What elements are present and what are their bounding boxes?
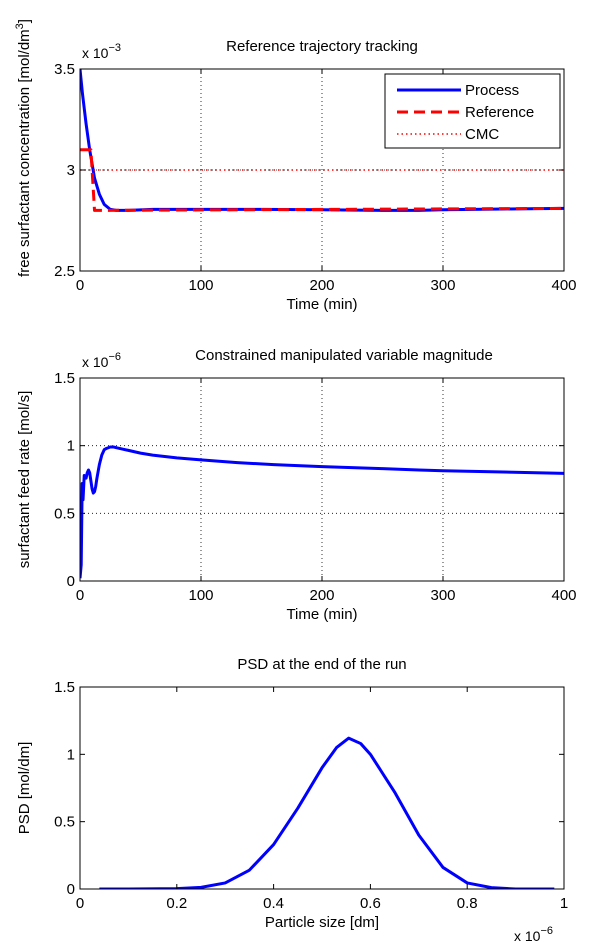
bot-plot-area — [79, 686, 565, 890]
top-xtick-label-1: 100 — [188, 277, 213, 294]
mid-y-multiplier-base: x 10 — [82, 354, 109, 370]
bot-title: PSD at the end of the run — [237, 656, 406, 673]
mid-xtick-label-4: 400 — [551, 587, 576, 604]
bot-series-0 — [99, 736, 555, 889]
bot-ylabel-main: PSD [mol/dm] — [16, 742, 33, 835]
top-ylabel-main: free surfactant concentration [mol/dm — [16, 29, 33, 277]
mid-ytick-label-0: 0 — [67, 573, 75, 590]
top-xlabel: Time (min) — [286, 296, 357, 313]
mid-series-0 — [80, 445, 564, 579]
top-ytick-label-2: 3.5 — [54, 61, 75, 78]
top-ylabel-sup: 3 — [14, 23, 26, 29]
bot-ytick-label-2: 1 — [67, 746, 75, 763]
top-legend-label-2: CMC — [465, 126, 499, 143]
mid-title: Constrained manipulated variable magnitu… — [195, 347, 493, 364]
top-y-multiplier-base: x 10 — [82, 45, 109, 61]
bot-ytick-label-1: 0.5 — [54, 814, 75, 831]
bot-xtick-label-0: 0 — [76, 895, 84, 912]
chart-bottom: 0 0.2 0.4 0.6 0.8 1 0 0.5 1 1.5 PSD at the end of … — [16, 656, 568, 944]
bot-xtick-label-1: 0.2 — [166, 895, 187, 912]
top-ytick-label-0: 2.5 — [54, 263, 75, 280]
bot-xtick-label-4: 0.8 — [457, 895, 478, 912]
mid-y-multiplier: x 10−6 — [82, 351, 121, 370]
bot-x-multiplier-exp: −6 — [540, 925, 553, 937]
top-y-multiplier: x 10−3 — [82, 42, 121, 61]
top-xtick-label-3: 300 — [430, 277, 455, 294]
top-xtick-label-0: 0 — [76, 277, 84, 294]
top-ytick-label-1: 3 — [67, 162, 75, 179]
bot-x-multiplier-base: x 10 — [514, 928, 541, 944]
mid-ytick-label-1: 0.5 — [54, 505, 75, 522]
mid-ylabel: surfactant feed rate [mol/s] — [16, 391, 33, 569]
mid-plot-area — [79, 377, 565, 582]
top-ylabel-end: ] — [16, 19, 33, 23]
mid-xtick-label-2: 200 — [309, 587, 334, 604]
bot-ytick-label-0: 0 — [67, 881, 75, 898]
mid-ytick-label-3: 1.5 — [54, 370, 75, 387]
mid-y-multiplier-exp: −6 — [108, 351, 121, 363]
top-xtick-label-2: 200 — [309, 277, 334, 294]
top-legend-label-0: Process — [465, 82, 519, 99]
mid-ylabel-main: surfactant feed rate [mol/s] — [16, 391, 33, 569]
bot-xtick-label-5: 1 — [560, 895, 568, 912]
bot-xlabel: Particle size [dm] — [265, 914, 379, 931]
top-y-multiplier-exp: −3 — [108, 42, 121, 54]
bot-ytick-label-3: 1.5 — [54, 679, 75, 696]
top-legend-label-1: Reference — [465, 104, 534, 121]
top-series-1 — [80, 148, 564, 212]
mid-xlabel: Time (min) — [286, 606, 357, 623]
bot-xtick-label-2: 0.4 — [263, 895, 284, 912]
bot-ylabel: PSD [mol/dm] — [16, 742, 33, 835]
bot-axes-box — [79, 686, 565, 890]
chart-middle: 0 100 200 300 400 0 0.5 1 1.5 Constrained manipul… — [16, 347, 577, 623]
chart-top: 0 100 200 300 400 2.5 3 3.5 Reference trajectory… — [14, 19, 577, 313]
mid-xtick-label-3: 300 — [430, 587, 455, 604]
mid-xtick-label-0: 0 — [76, 587, 84, 604]
mid-xtick-label-1: 100 — [188, 587, 213, 604]
top-xtick-label-4: 400 — [551, 277, 576, 294]
top-title: Reference trajectory tracking — [226, 38, 418, 55]
top-ylabel: free surfactant concentration [mol/dm3] — [14, 19, 33, 277]
bot-xtick-label-3: 0.6 — [360, 895, 381, 912]
mid-ytick-label-2: 1 — [67, 438, 75, 455]
bot-x-multiplier: x 10−6 — [514, 925, 553, 944]
top-legend: Process Reference CMC — [384, 73, 561, 149]
